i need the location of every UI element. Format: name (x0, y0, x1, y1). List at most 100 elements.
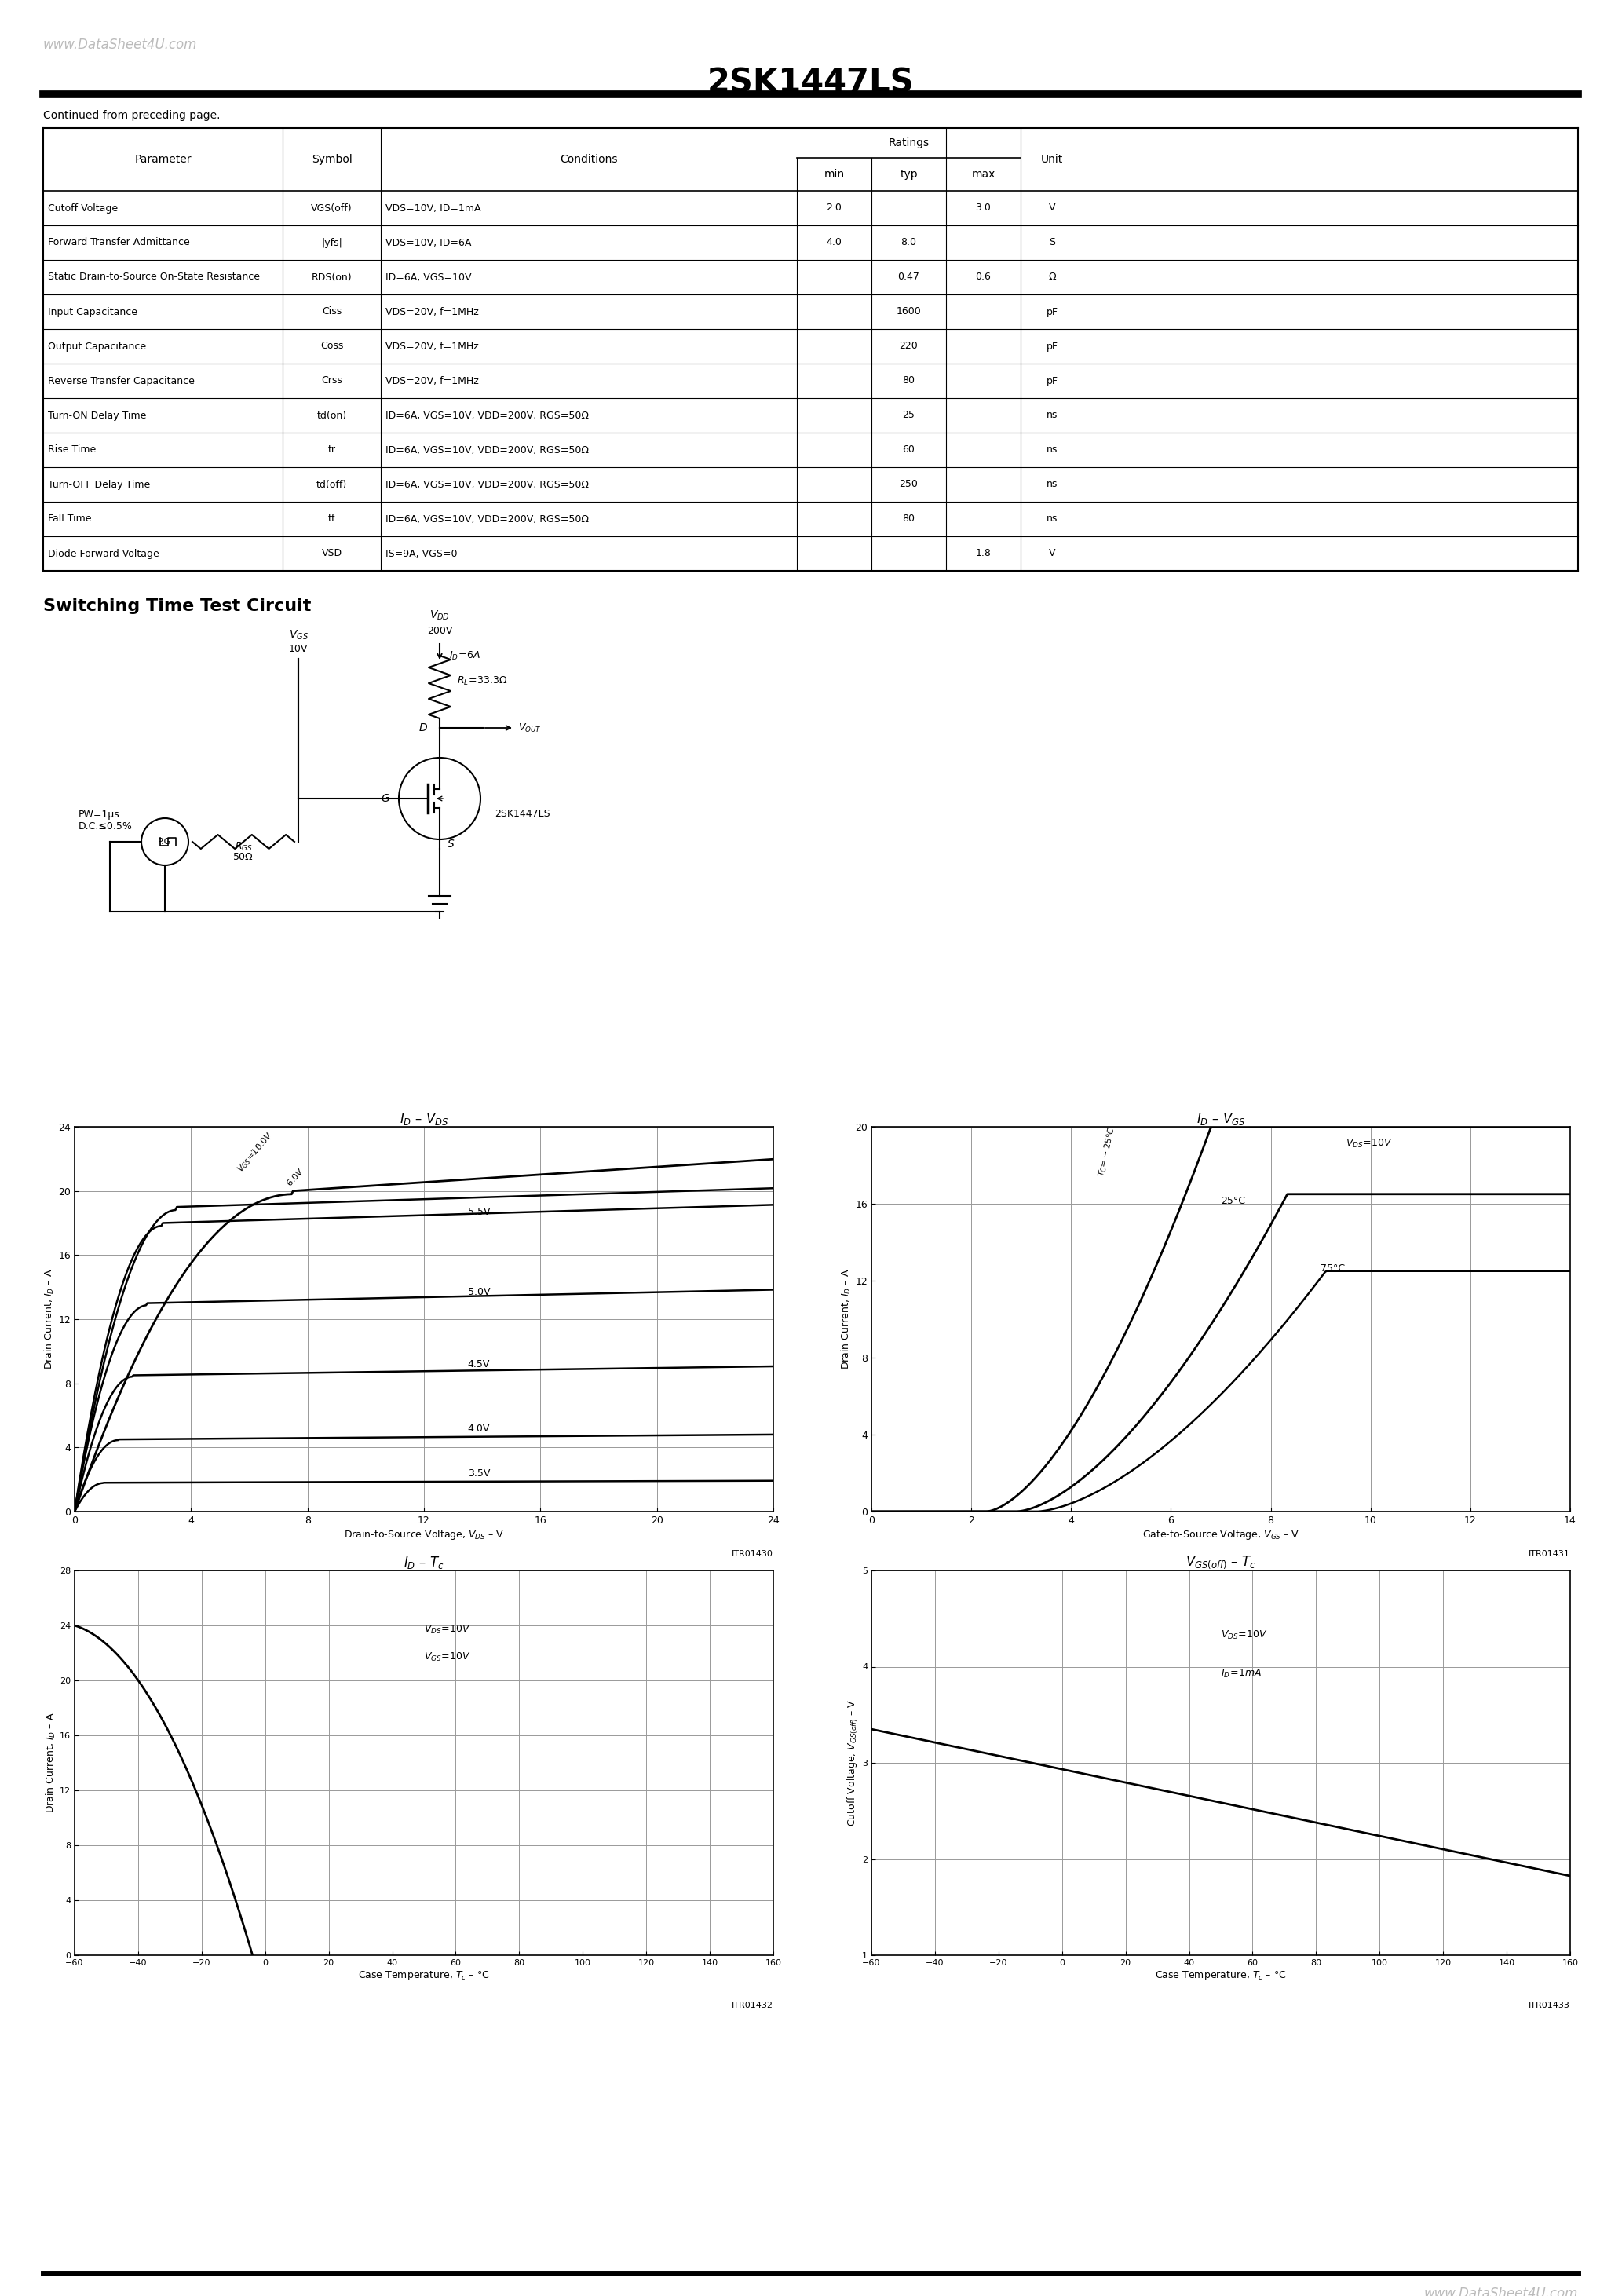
Text: ns: ns (1046, 514, 1058, 523)
X-axis label: Drain-to-Source Voltage, $V_{DS}$ – V: Drain-to-Source Voltage, $V_{DS}$ – V (344, 1527, 504, 1541)
Text: 220: 220 (900, 342, 918, 351)
Text: ITR01431: ITR01431 (1528, 1550, 1570, 1559)
Y-axis label: Drain Current, $I_D$ – A: Drain Current, $I_D$ – A (840, 1270, 853, 1371)
Text: 0.6: 0.6 (975, 273, 991, 282)
Text: Output Capacitance: Output Capacitance (49, 342, 146, 351)
Text: Coss: Coss (320, 342, 344, 351)
Text: 5.0V: 5.0V (467, 1288, 490, 1297)
Title: $I_D$ – $V_{DS}$: $I_D$ – $V_{DS}$ (399, 1111, 449, 1127)
Text: |yfs|: |yfs| (321, 236, 342, 248)
Text: 3.5V: 3.5V (467, 1469, 490, 1479)
Text: pF: pF (1046, 342, 1058, 351)
Y-axis label: Drain Current, $I_D$ – A: Drain Current, $I_D$ – A (44, 1270, 57, 1371)
Text: 8.0: 8.0 (900, 236, 916, 248)
Text: $V_{DD}$: $V_{DD}$ (430, 608, 449, 622)
Text: ns: ns (1046, 411, 1058, 420)
Text: 80: 80 (902, 377, 915, 386)
Text: td(off): td(off) (316, 480, 347, 489)
Text: $V_{OUT}$: $V_{OUT}$ (517, 721, 542, 735)
Text: pF: pF (1046, 308, 1058, 317)
Text: ID=6A, VGS=10V: ID=6A, VGS=10V (386, 273, 472, 282)
Text: Cutoff Voltage: Cutoff Voltage (49, 202, 118, 214)
Text: PW=1μs: PW=1μs (78, 808, 120, 820)
Text: $V_{DS}\!=\!10V$: $V_{DS}\!=\!10V$ (1221, 1630, 1268, 1642)
Title: $I_D$ – $T_c$: $I_D$ – $T_c$ (404, 1554, 444, 1570)
Text: www.DataSheet4U.com: www.DataSheet4U.com (44, 37, 198, 53)
Text: 1.8: 1.8 (975, 549, 991, 558)
Text: VSD: VSD (321, 549, 342, 558)
Text: 1600: 1600 (897, 308, 921, 317)
Text: ITR01433: ITR01433 (1528, 2002, 1570, 2009)
Text: Fall Time: Fall Time (49, 514, 91, 523)
Text: VDS=20V, f=1MHz: VDS=20V, f=1MHz (386, 308, 478, 317)
Text: 4.0: 4.0 (826, 236, 842, 248)
Text: www.DataSheet4U.com: www.DataSheet4U.com (1424, 2287, 1578, 2296)
Text: max: max (972, 170, 996, 179)
X-axis label: Case Temperature, $T_c$ – °C: Case Temperature, $T_c$ – °C (1155, 1970, 1286, 1981)
Text: 0.47: 0.47 (899, 273, 920, 282)
Text: 4.0V: 4.0V (467, 1424, 490, 1433)
Text: $R_{GS}$: $R_{GS}$ (235, 840, 253, 852)
Text: 3.0: 3.0 (975, 202, 991, 214)
Text: 75°C: 75°C (1320, 1263, 1345, 1274)
Y-axis label: Cutoff Voltage, $V_{GS(off)}$ – V: Cutoff Voltage, $V_{GS(off)}$ – V (847, 1699, 860, 1825)
Text: $V_{GS}\!=\!10.0V$: $V_{GS}\!=\!10.0V$ (235, 1130, 276, 1176)
Text: ITR01430: ITR01430 (732, 1550, 774, 1559)
Text: Turn-ON Delay Time: Turn-ON Delay Time (49, 411, 146, 420)
Text: 2SK1447LS: 2SK1447LS (707, 67, 915, 99)
Text: $I_D\!=\!1mA$: $I_D\!=\!1mA$ (1221, 1667, 1262, 1678)
Text: Forward Transfer Admittance: Forward Transfer Admittance (49, 236, 190, 248)
Text: VDS=10V, ID=1mA: VDS=10V, ID=1mA (386, 202, 480, 214)
Text: td(on): td(on) (316, 411, 347, 420)
Text: VGS(off): VGS(off) (311, 202, 352, 214)
Text: $I_D\!=\!6A$: $I_D\!=\!6A$ (449, 650, 480, 661)
Text: Input Capacitance: Input Capacitance (49, 308, 138, 317)
Text: min: min (824, 170, 845, 179)
Text: VDS=20V, f=1MHz: VDS=20V, f=1MHz (386, 342, 478, 351)
Text: 250: 250 (899, 480, 918, 489)
Text: $V_{GS}$: $V_{GS}$ (289, 629, 308, 641)
Text: ID=6A, VGS=10V, VDD=200V, RGS=50Ω: ID=6A, VGS=10V, VDD=200V, RGS=50Ω (386, 480, 589, 489)
Text: Symbol: Symbol (311, 154, 352, 165)
Text: Ratings: Ratings (889, 138, 929, 149)
Text: Turn-OFF Delay Time: Turn-OFF Delay Time (49, 480, 151, 489)
Text: ID=6A, VGS=10V, VDD=200V, RGS=50Ω: ID=6A, VGS=10V, VDD=200V, RGS=50Ω (386, 514, 589, 523)
Text: Continued from preceding page.: Continued from preceding page. (44, 110, 221, 122)
Text: Unit: Unit (1041, 154, 1062, 165)
Text: $V_{DS}\!=\!10V$: $V_{DS}\!=\!10V$ (1346, 1137, 1392, 1150)
Text: Ω: Ω (1048, 273, 1056, 282)
Text: VDS=10V, ID=6A: VDS=10V, ID=6A (386, 236, 472, 248)
Text: ns: ns (1046, 480, 1058, 489)
Text: S: S (1049, 236, 1056, 248)
X-axis label: Case Temperature, $T_c$ – °C: Case Temperature, $T_c$ – °C (358, 1970, 490, 1981)
Text: $50\Omega$: $50\Omega$ (234, 852, 255, 863)
Text: pF: pF (1046, 377, 1058, 386)
Text: Static Drain-to-Source On-State Resistance: Static Drain-to-Source On-State Resistan… (49, 273, 260, 282)
Text: Switching Time Test Circuit: Switching Time Test Circuit (44, 599, 311, 613)
Text: 5.5V: 5.5V (467, 1208, 490, 1217)
Text: RDS(on): RDS(on) (311, 273, 352, 282)
Text: ITR01432: ITR01432 (732, 2002, 774, 2009)
Text: G: G (381, 792, 389, 804)
Text: ns: ns (1046, 445, 1058, 455)
Text: Reverse Transfer Capacitance: Reverse Transfer Capacitance (49, 377, 195, 386)
Text: 60: 60 (902, 445, 915, 455)
Text: V: V (1049, 202, 1056, 214)
Text: Crss: Crss (321, 377, 342, 386)
Text: 2SK1447LS: 2SK1447LS (495, 808, 550, 820)
Y-axis label: Drain Current, $I_D$ – A: Drain Current, $I_D$ – A (45, 1713, 57, 1814)
Text: Conditions: Conditions (560, 154, 618, 165)
Text: $T_C\!=\!-25°C$: $T_C\!=\!-25°C$ (1096, 1125, 1118, 1178)
Text: 2.0: 2.0 (826, 202, 842, 214)
Text: S: S (448, 838, 454, 850)
Text: 10V: 10V (289, 643, 308, 654)
Text: D.C.≤0.5%: D.C.≤0.5% (78, 822, 133, 831)
Text: 25°C: 25°C (1221, 1196, 1246, 1205)
Text: ID=6A, VGS=10V, VDD=200V, RGS=50Ω: ID=6A, VGS=10V, VDD=200V, RGS=50Ω (386, 411, 589, 420)
Text: P.G: P.G (157, 838, 172, 845)
Text: $V_{GS}\!=\!10V$: $V_{GS}\!=\!10V$ (423, 1651, 470, 1662)
Text: tr: tr (328, 445, 336, 455)
Text: VDS=20V, f=1MHz: VDS=20V, f=1MHz (386, 377, 478, 386)
Text: 200V: 200V (427, 627, 453, 636)
Text: typ: typ (900, 170, 918, 179)
